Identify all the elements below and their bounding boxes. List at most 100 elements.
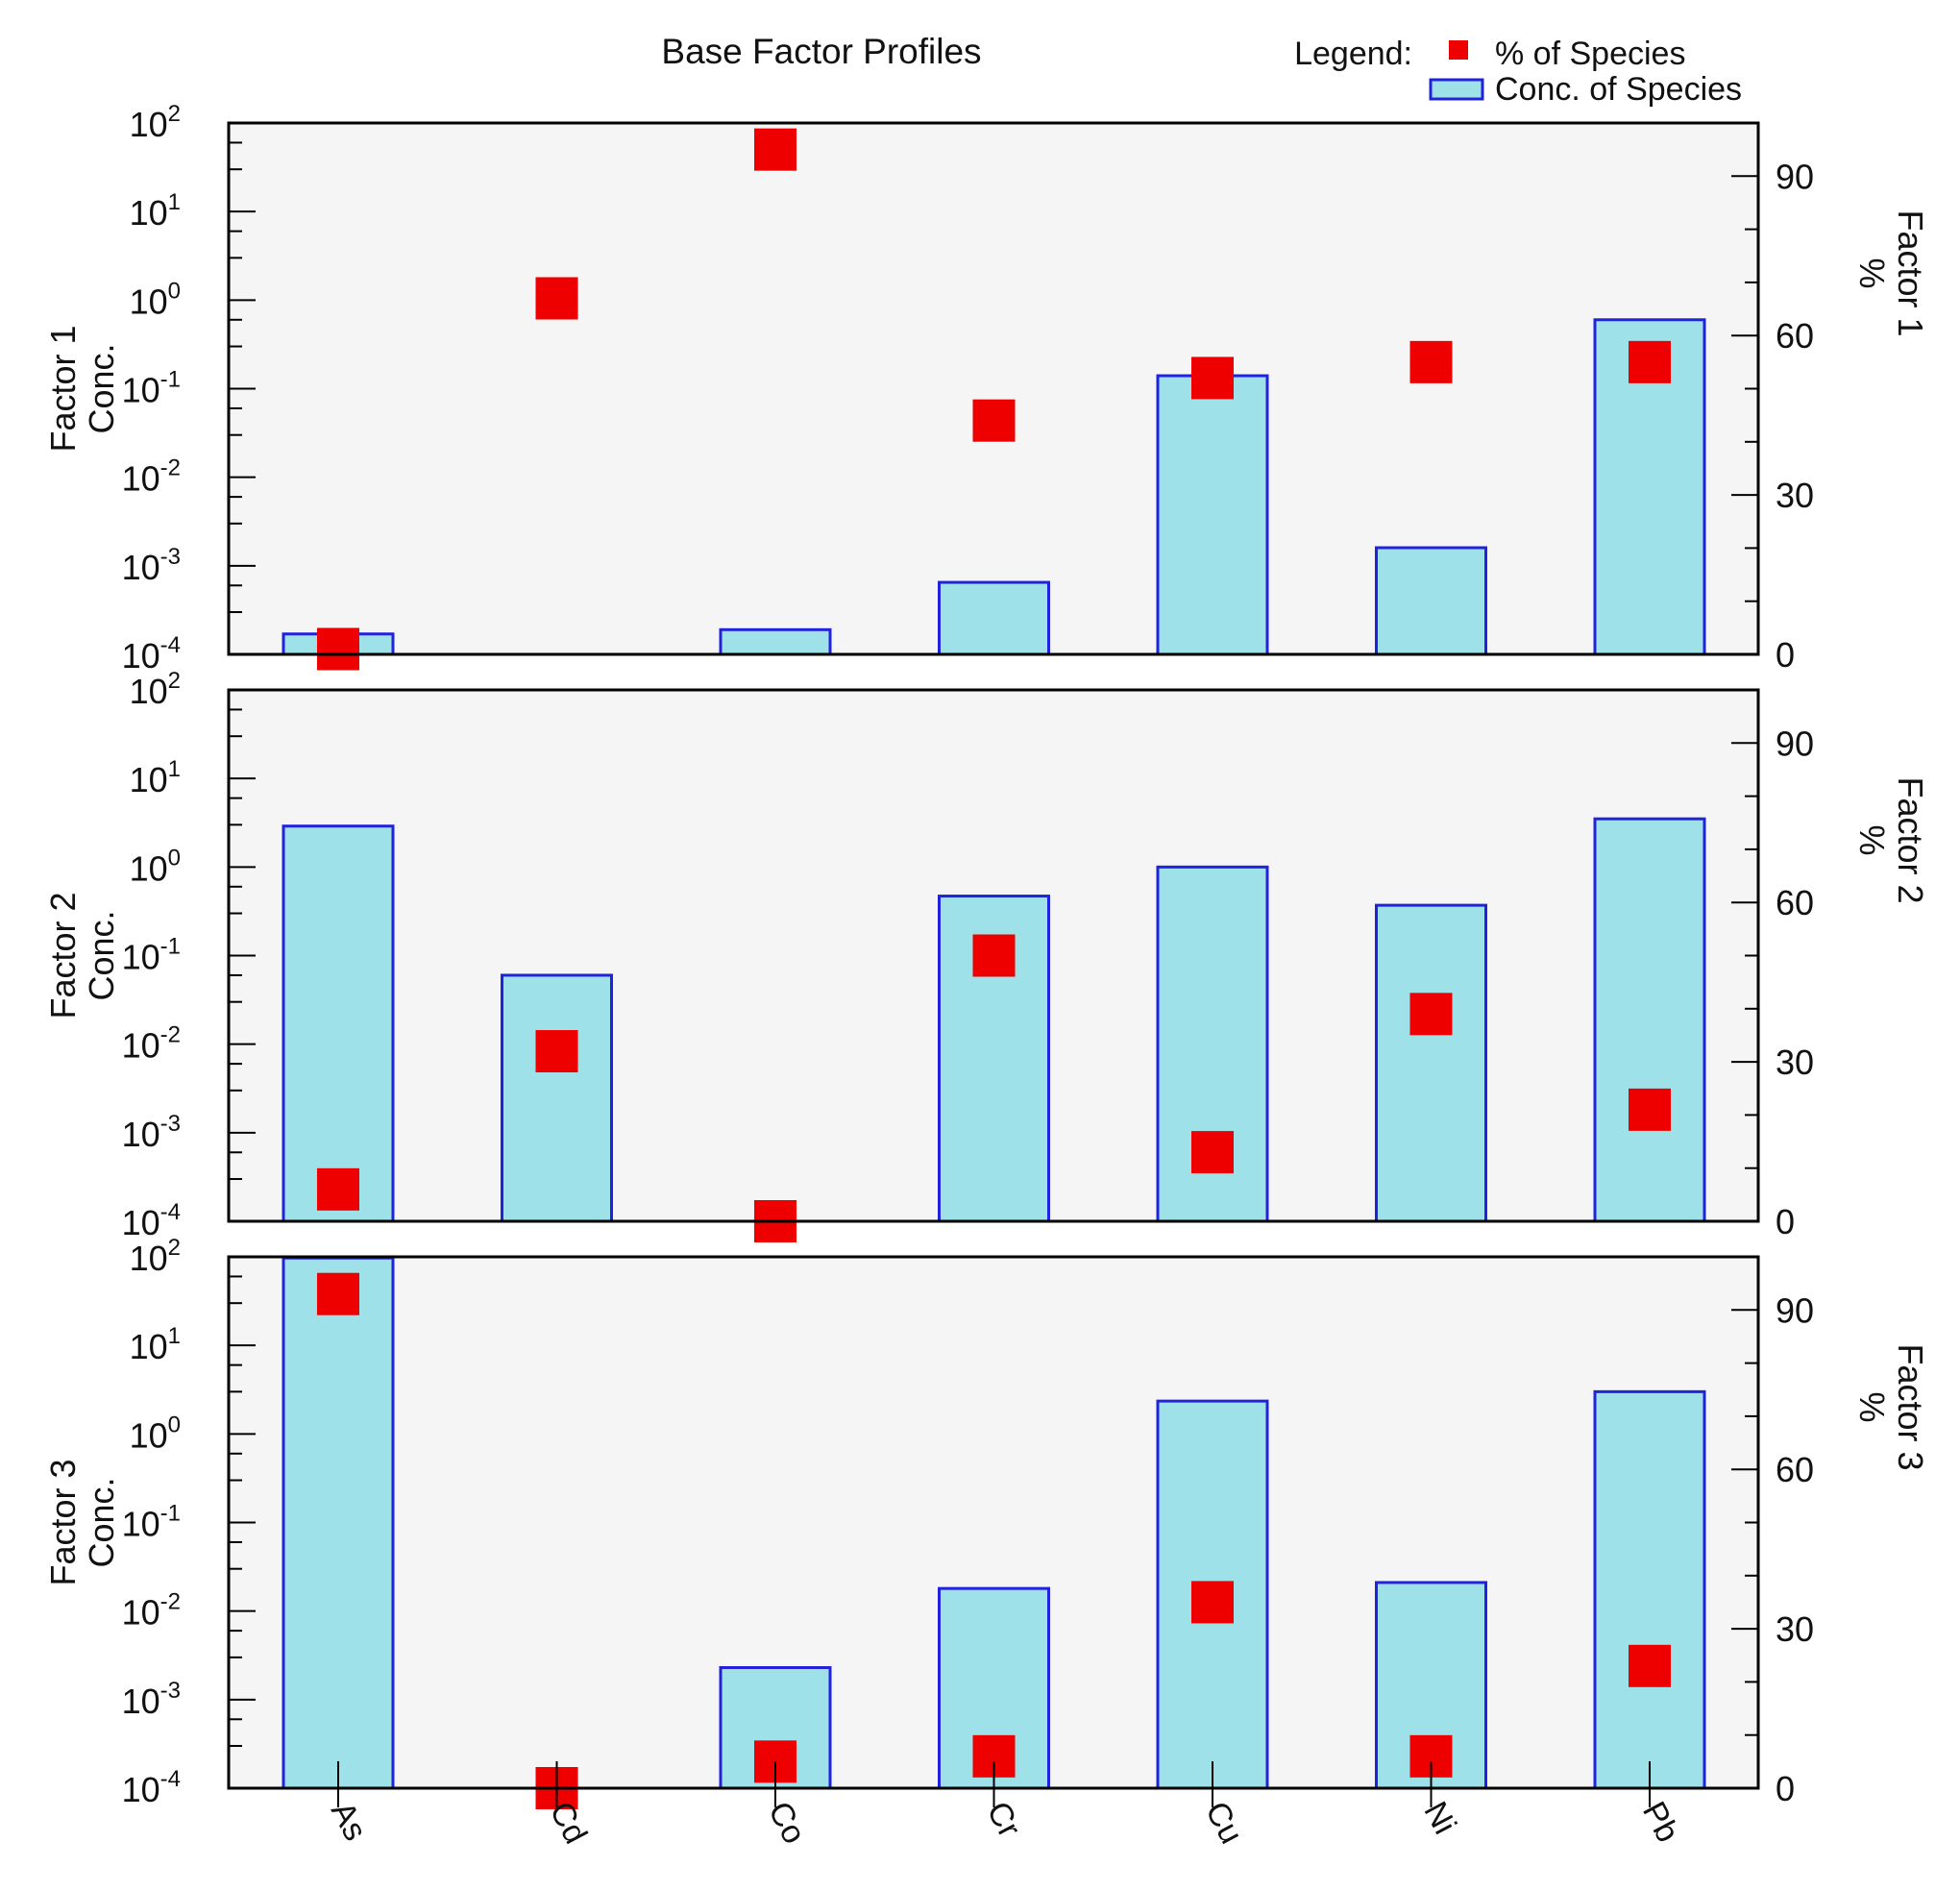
percent-marker-ni <box>1409 340 1453 383</box>
left-tick-exponent: 2 <box>168 1235 181 1261</box>
right-axis-label-line: Factor 3 <box>1891 1343 1930 1470</box>
left-tick-exponent: -4 <box>160 1766 181 1792</box>
left-tick-base: 10 <box>130 193 168 233</box>
left-tick-base: 10 <box>122 1770 160 1809</box>
right-axis-label: Factor 3% <box>1852 1343 1930 1470</box>
left-axis-label: Factor 2Conc. <box>43 892 121 1019</box>
right-axis-label-line: Factor 2 <box>1891 776 1930 903</box>
left-tick-label: 10-3 <box>122 1111 181 1154</box>
left-tick-base: 10 <box>122 548 160 587</box>
left-tick-exponent: -3 <box>160 544 181 570</box>
left-tick-exponent: -3 <box>160 1678 181 1704</box>
left-axis-label-line: Factor 2 <box>43 892 83 1019</box>
left-tick-label: 100 <box>130 278 181 321</box>
conc-bar-co <box>719 627 832 656</box>
left-tick-base: 10 <box>122 371 160 410</box>
right-axis-label-line: % <box>1852 824 1892 855</box>
left-tick-base: 10 <box>122 1026 160 1066</box>
left-tick-exponent: 0 <box>168 845 181 871</box>
left-tick-exponent: -1 <box>160 934 181 960</box>
left-tick-base: 10 <box>130 105 168 144</box>
left-tick-label: 101 <box>130 756 181 799</box>
conc-bar-pb <box>1593 1389 1706 1790</box>
right-tick-label: 30 <box>1776 1043 1814 1082</box>
left-tick-base: 10 <box>122 636 160 675</box>
left-tick-label: 10-3 <box>122 1678 181 1721</box>
right-axis-label-line: % <box>1852 258 1892 288</box>
legend-marker-swatch <box>1449 40 1468 60</box>
percent-marker-co <box>754 128 796 171</box>
right-tick-label: 90 <box>1776 724 1814 763</box>
right-tick-label: 60 <box>1776 316 1814 356</box>
left-tick-exponent: -4 <box>160 1199 181 1225</box>
left-tick-label: 10-4 <box>122 632 181 675</box>
right-tick-label: 0 <box>1776 1202 1795 1241</box>
right-tick-label: 0 <box>1776 635 1795 675</box>
percent-marker-cr <box>972 399 1016 442</box>
right-axis-label: Factor 2% <box>1852 776 1930 903</box>
left-tick-base: 10 <box>122 1505 160 1544</box>
plot-frame <box>227 688 1760 1223</box>
conc-bar-ni <box>1375 903 1487 1223</box>
right-axis-label-line: Factor 1 <box>1891 209 1930 336</box>
conc-bar-as <box>282 824 395 1223</box>
left-tick-label: 102 <box>130 101 181 144</box>
conc-bar-as <box>282 1256 395 1790</box>
left-tick-base: 10 <box>130 760 168 799</box>
left-tick-label: 10-1 <box>122 1501 181 1544</box>
left-tick-label: 10-2 <box>122 1022 181 1066</box>
left-axis-label-line: Conc. <box>82 910 121 1000</box>
left-tick-exponent: -2 <box>160 455 181 481</box>
left-tick-label: 102 <box>130 1235 181 1278</box>
left-tick-label: 101 <box>130 1323 181 1366</box>
left-tick-exponent: 1 <box>168 1323 181 1349</box>
left-tick-exponent: -2 <box>160 1022 181 1048</box>
right-tick-label: 0 <box>1776 1769 1795 1808</box>
conc-bar-cd <box>501 973 613 1223</box>
percent-marker-cd <box>535 1030 578 1073</box>
left-tick-label: 10-2 <box>122 455 181 499</box>
percent-marker-ni <box>1409 993 1453 1036</box>
left-tick-label: 100 <box>130 1412 181 1455</box>
right-tick-label: 60 <box>1776 883 1814 922</box>
left-tick-exponent: -3 <box>160 1111 181 1137</box>
left-tick-base: 10 <box>130 672 168 711</box>
percent-marker-cu <box>1191 1581 1234 1624</box>
left-tick-exponent: 2 <box>168 101 181 127</box>
conc-bar-cr <box>938 580 1050 656</box>
left-tick-exponent: -2 <box>160 1589 181 1615</box>
right-tick-label: 90 <box>1776 1290 1814 1330</box>
left-tick-exponent: 1 <box>168 189 181 215</box>
left-tick-label: 102 <box>130 668 181 711</box>
left-tick-base: 10 <box>122 459 160 499</box>
percent-marker-cr <box>972 934 1016 977</box>
left-tick-exponent: 0 <box>168 278 181 304</box>
percent-marker-pb <box>1629 1088 1671 1131</box>
left-axis-label: Factor 3Conc. <box>43 1459 121 1585</box>
conc-bar-pb <box>1593 817 1706 1223</box>
left-tick-exponent: 0 <box>168 1412 181 1437</box>
legend-bar-swatch <box>1429 78 1484 101</box>
plot-frame <box>227 121 1760 656</box>
legend: Legend: % of Species Conc. of Species <box>1294 36 1742 108</box>
left-tick-label: 101 <box>130 189 181 233</box>
left-tick-exponent: -1 <box>160 367 181 393</box>
legend-entry-percent: % of Species <box>1495 36 1685 72</box>
percent-marker-pb <box>1629 1644 1671 1687</box>
chart-title: Base Factor Profiles <box>661 32 981 71</box>
plot-area <box>229 123 1758 654</box>
left-tick-exponent: 1 <box>168 756 181 782</box>
percent-marker-as <box>317 1167 359 1211</box>
right-axis-label-line: % <box>1852 1391 1892 1422</box>
conc-bar-cu <box>1156 374 1269 656</box>
percent-marker-cu <box>1191 356 1234 400</box>
left-axis-label: Factor 1Conc. <box>43 325 121 452</box>
right-tick-label: 90 <box>1776 157 1814 196</box>
legend-entry-conc: Conc. of Species <box>1495 71 1742 108</box>
right-tick-label: 60 <box>1776 1450 1814 1489</box>
